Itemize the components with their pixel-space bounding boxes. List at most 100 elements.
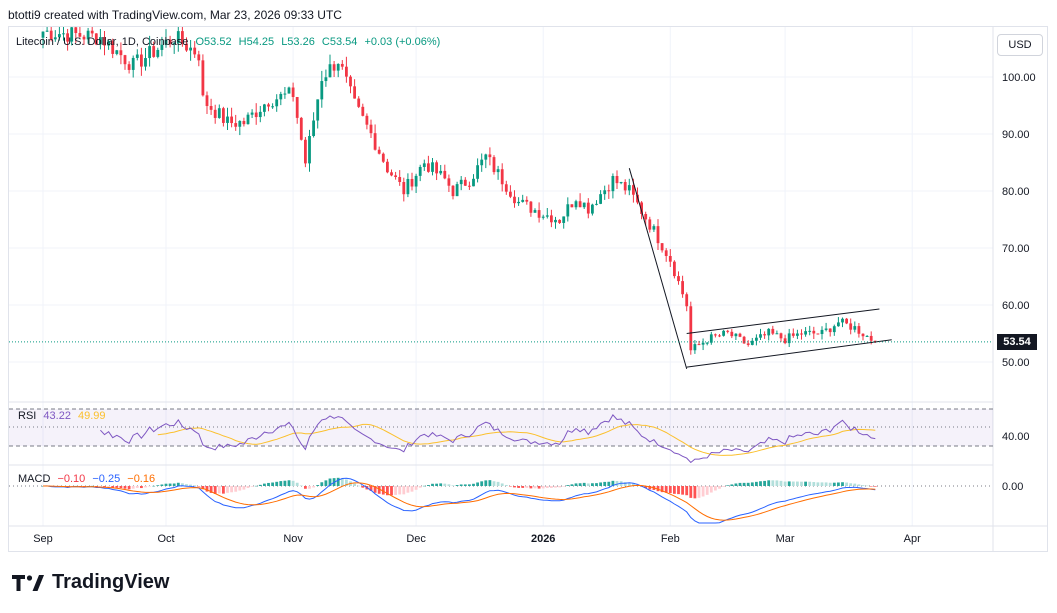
symbol-legend[interactable]: Litecoin / U.S. Dollar, 1D, Coinbase O53…: [16, 36, 444, 48]
price-tick-label: 70.00: [1002, 243, 1030, 255]
candle-body: [279, 93, 283, 100]
candle-body: [62, 33, 65, 35]
grid-layer: [9, 27, 993, 526]
candle-body: [570, 204, 574, 208]
price-tick-label: 100.00: [1002, 72, 1036, 84]
currency-button[interactable]: USD: [997, 34, 1043, 56]
candle: [521, 194, 525, 203]
candle: [377, 146, 381, 155]
macd-histogram-bar: [603, 481, 607, 486]
candle-body: [463, 179, 467, 186]
candle: [209, 98, 213, 115]
macd-histogram-bar: [258, 484, 262, 486]
macd-histogram-bar: [115, 486, 119, 488]
candle: [263, 103, 266, 117]
macd-histogram-bar: [804, 481, 807, 486]
candle: [90, 27, 94, 38]
candle-body: [234, 123, 238, 127]
macd-histogram-bar: [369, 486, 373, 491]
candle-body: [189, 47, 192, 51]
candle-body: [287, 87, 291, 94]
candle: [714, 333, 717, 338]
candle-body: [443, 170, 447, 179]
candle-body: [201, 60, 205, 96]
macd-histogram-bar: [488, 480, 492, 486]
candle: [533, 208, 537, 213]
candle: [648, 216, 652, 233]
rsi-legend[interactable]: RSI 43.22 49.99: [18, 410, 110, 422]
candle: [660, 243, 664, 253]
candle: [734, 333, 738, 341]
candle: [812, 326, 816, 340]
price-tick-label: 50.00: [1002, 357, 1030, 369]
candle-body: [86, 30, 90, 40]
candle: [476, 158, 479, 183]
candle-body: [119, 50, 123, 56]
candle-body: [705, 342, 709, 344]
candle: [574, 199, 578, 210]
macd-histogram-bar: [189, 484, 192, 486]
candle: [422, 159, 426, 171]
candle: [381, 152, 385, 164]
candle: [279, 91, 283, 106]
candle-body: [558, 219, 561, 223]
candle-body: [263, 104, 266, 112]
rsi-ma-line: [157, 423, 876, 456]
candle-body: [521, 199, 525, 202]
candle: [332, 60, 336, 77]
candle-body: [373, 133, 377, 150]
candle-body: [812, 330, 816, 334]
candle: [135, 49, 139, 61]
candle-body: [673, 261, 676, 277]
candle: [328, 54, 332, 78]
candle: [53, 30, 57, 42]
macd-legend[interactable]: MACD −0.10 −0.25 −0.16: [18, 473, 159, 485]
candle-body: [135, 54, 139, 58]
macd-histogram-bar: [812, 482, 816, 486]
candle: [554, 216, 557, 229]
candle: [845, 317, 848, 325]
candle-body: [693, 344, 697, 351]
candle: [796, 329, 799, 340]
candle-body: [402, 182, 406, 195]
macd-histogram-bar: [578, 483, 582, 486]
macd-histogram-bar: [185, 484, 188, 486]
candle-body: [103, 37, 106, 46]
chart-frame[interactable]: [8, 26, 1048, 552]
macd-histogram-bar: [873, 486, 877, 487]
candle-body: [451, 185, 455, 197]
macd-histogram-bar: [353, 483, 356, 486]
macd-histogram-bar: [734, 483, 738, 486]
candle-body: [152, 46, 156, 57]
macd-histogram-bar: [697, 486, 701, 498]
candle-body: [562, 216, 566, 223]
macd-histogram-bar: [865, 485, 869, 487]
tradingview-logo[interactable]: TradingView: [12, 571, 169, 594]
macd-histogram-bar: [201, 486, 205, 490]
macd-histogram-bar: [509, 486, 512, 487]
candle: [865, 335, 869, 337]
candle-body: [845, 318, 848, 324]
candle-body: [796, 333, 799, 336]
macd-histogram-bar: [845, 482, 848, 486]
macd-histogram-bar: [673, 486, 676, 494]
candle: [771, 325, 775, 336]
candle: [41, 31, 45, 49]
candle-body: [74, 27, 78, 34]
candle: [599, 190, 602, 205]
macd-histogram-bar: [336, 477, 340, 486]
macd-histogram-bar: [94, 486, 98, 487]
macd-histogram-bar: [828, 482, 832, 486]
candle: [267, 102, 270, 112]
candle: [193, 41, 197, 58]
candle: [107, 39, 110, 50]
candle-body: [681, 281, 684, 295]
macd-histogram-bar: [275, 481, 279, 486]
macd-histogram-bar: [271, 482, 274, 486]
candle-body: [742, 336, 746, 344]
rsi-band: [9, 408, 993, 447]
candle: [562, 216, 566, 229]
candle-body: [582, 202, 586, 208]
macd-histogram-bar: [168, 483, 172, 486]
